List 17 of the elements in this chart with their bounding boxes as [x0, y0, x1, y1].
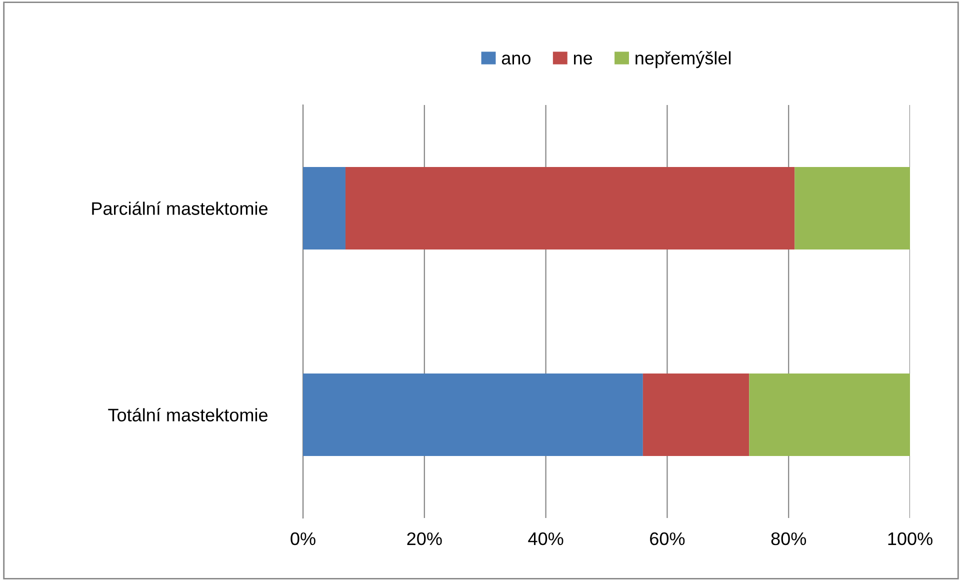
bar — [303, 166, 346, 250]
legend-label: nepřemýšlel — [636, 51, 731, 68]
x-tick-label: 0% — [290, 532, 316, 546]
legend-label: ano — [502, 54, 530, 65]
x-tick-label: 80% — [771, 532, 806, 546]
y-tick-label: Totální mastektomie — [108, 408, 268, 422]
y-tick-label: Parciální mastektomie — [92, 201, 268, 215]
bar — [345, 166, 795, 250]
x-tick-label: 40% — [528, 532, 564, 546]
bar — [749, 373, 910, 456]
x-tick-label: 100% — [888, 532, 932, 546]
bar — [303, 373, 643, 456]
bar — [794, 166, 910, 250]
legend-label: ne — [574, 54, 592, 65]
x-tick-label: 60% — [650, 532, 685, 546]
bar — [642, 373, 750, 456]
x-tick-label: 20% — [407, 532, 442, 546]
